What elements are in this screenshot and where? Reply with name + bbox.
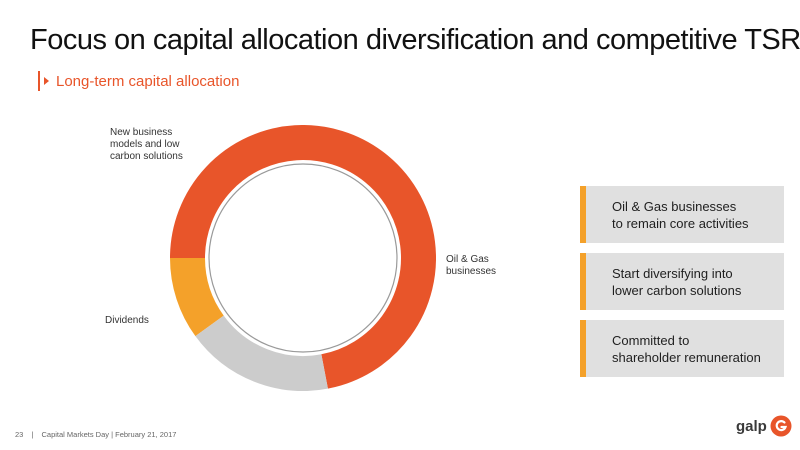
donut-inner-outline [208,163,398,353]
label-dividends: Dividends [105,315,149,326]
arrow-right-icon [44,77,49,85]
donut-inner-ring [205,160,401,356]
slide-title: Focus on capital allocation diversificat… [30,24,800,56]
footer-separator: | [31,430,34,439]
page-number: 23 [15,430,24,439]
callout-text: Committed to shareholder remuneration [612,332,761,365]
donut-slice-new-business [170,257,225,337]
heading-marker [38,71,40,91]
callout-remuneration: Committed to shareholder remuneration [580,320,784,377]
donut-slice-dividends [195,315,328,391]
footer-event: Capital Markets Day | February 21, 2017 [41,430,177,439]
slide-footer: 23 | Capital Markets Day | February 21, … [15,430,176,439]
capital-allocation-donut-chart [170,125,436,391]
section-heading: Long-term capital allocation [38,70,239,92]
callout-diversifying: Start diversifying into lower carbon sol… [580,253,784,310]
callout-oil-gas: Oil & Gas businesses to remain core acti… [580,186,784,243]
label-oil-gas: Oil & Gas businesses [446,254,497,277]
label-new-business: New business models and low carbon solut… [110,127,183,162]
callout-text: Start diversifying into lower carbon sol… [612,265,742,298]
logo-text: galp [736,417,767,435]
callout-accent-bar [580,320,586,377]
donut-slice-oil-gas [170,125,436,389]
section-subtitle: Long-term capital allocation [56,72,240,90]
callout-accent-bar [580,253,586,310]
galp-logo-icon [770,415,792,437]
callout-accent-bar [580,186,586,243]
galp-logo: galp [736,415,792,437]
callout-text: Oil & Gas businesses to remain core acti… [612,198,749,231]
